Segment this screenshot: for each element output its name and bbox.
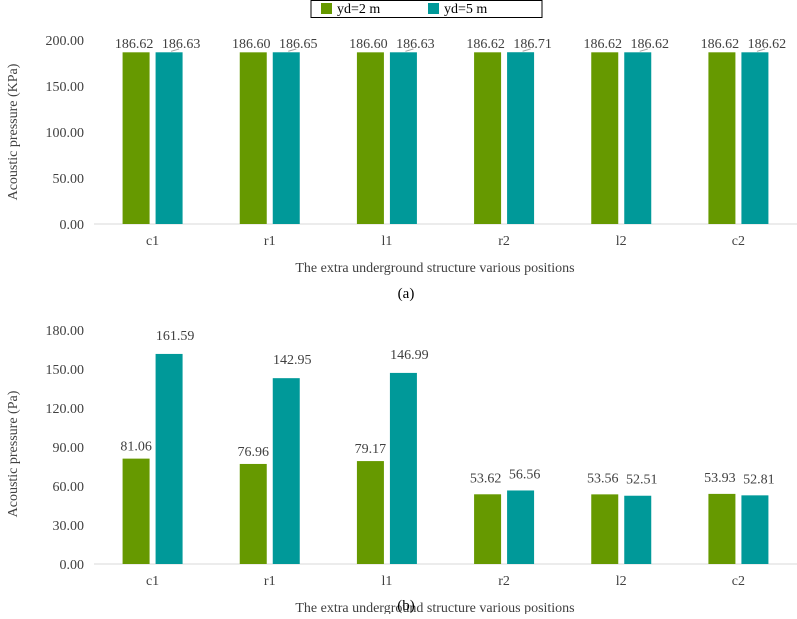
y-tick-label: 0.00 xyxy=(60,218,85,233)
data-label: 56.56 xyxy=(509,467,541,482)
bar-yd2 xyxy=(356,461,384,564)
bar-yd5 xyxy=(507,490,535,564)
bar-yd2 xyxy=(708,493,736,564)
data-label: 186.62 xyxy=(584,37,623,52)
y-tick-label: 90.00 xyxy=(53,441,85,456)
y-axis-title-a: Acoustic pressure (KPa) xyxy=(6,63,21,200)
category-label: c2 xyxy=(732,234,745,249)
bar-yd5 xyxy=(272,378,300,564)
label-leader-line xyxy=(170,48,180,52)
label-leader-line xyxy=(639,48,648,52)
bar-yd5 xyxy=(272,52,300,225)
category-label: r2 xyxy=(498,234,510,249)
category-label: c2 xyxy=(732,574,745,589)
bar-yd2 xyxy=(474,494,502,564)
y-tick-label: 120.00 xyxy=(46,402,85,417)
data-label: 186.63 xyxy=(396,37,435,52)
bar-yd2 xyxy=(708,52,736,224)
data-label: 161.59 xyxy=(156,329,195,344)
bar-yd2 xyxy=(591,494,619,564)
data-label: 186.60 xyxy=(232,37,271,52)
bar-yd5 xyxy=(741,495,769,564)
bar-yd2 xyxy=(122,458,150,564)
bar-yd2 xyxy=(356,52,384,224)
data-label: 142.95 xyxy=(273,353,312,368)
bar-yd5 xyxy=(389,372,417,564)
bar-yd2 xyxy=(239,463,267,564)
data-label: 186.62 xyxy=(631,37,670,52)
y-tick-label: 150.00 xyxy=(46,363,85,378)
bar-yd2 xyxy=(591,52,619,224)
y-axis-title-b: Acoustic pressure (Pa) xyxy=(6,390,21,517)
caption-a: (a) xyxy=(398,286,415,302)
category-label: l2 xyxy=(616,234,627,249)
data-label: 53.56 xyxy=(587,471,619,486)
category-label: l1 xyxy=(381,234,392,249)
panel-a: Acoustic pressure (KPa) The extra underg… xyxy=(6,34,797,302)
data-label: 81.06 xyxy=(120,440,152,455)
bar-yd5 xyxy=(741,52,769,224)
bar-yd5 xyxy=(389,52,417,224)
data-label: 53.93 xyxy=(704,471,736,486)
bar-yd5 xyxy=(155,353,183,564)
data-label: 186.60 xyxy=(349,37,388,52)
legend-label-1: yd=5 m xyxy=(444,2,487,17)
data-label: 186.62 xyxy=(115,37,154,52)
category-label: r2 xyxy=(498,574,510,589)
y-tick-label: 0.00 xyxy=(60,558,85,573)
data-label: 146.99 xyxy=(390,348,429,363)
data-label: 186.62 xyxy=(466,37,505,52)
legend: yd=2 m yd=5 m xyxy=(310,0,543,18)
data-label: 186.65 xyxy=(279,37,318,52)
bar-yd2 xyxy=(474,52,502,224)
category-label: l2 xyxy=(616,574,627,589)
data-label: 53.62 xyxy=(470,471,502,486)
data-label: 76.96 xyxy=(238,445,270,460)
label-leader-line xyxy=(756,48,766,52)
legend-label-0: yd=2 m xyxy=(337,2,380,17)
category-label: r1 xyxy=(264,574,276,589)
data-label: 52.51 xyxy=(626,473,658,488)
y-tick-label: 200.00 xyxy=(46,34,85,49)
y-tick-label: 50.00 xyxy=(53,172,85,187)
bar-yd5 xyxy=(507,52,535,224)
data-label: 52.81 xyxy=(743,472,775,487)
bar-yd5 xyxy=(624,495,652,564)
bar-yd2 xyxy=(239,52,267,224)
label-leader-line xyxy=(522,48,531,52)
data-label: 186.63 xyxy=(162,37,201,52)
data-label: 79.17 xyxy=(355,442,387,457)
label-leader-line xyxy=(288,48,297,52)
y-tick-label: 30.00 xyxy=(53,519,85,534)
data-label: 186.62 xyxy=(748,37,787,52)
category-label: l1 xyxy=(381,574,392,589)
category-label: c1 xyxy=(146,234,159,249)
data-label: 186.71 xyxy=(513,37,552,52)
y-tick-label: 60.00 xyxy=(53,480,85,495)
legend-swatch-1 xyxy=(428,3,439,14)
bar-yd2 xyxy=(122,52,150,224)
y-tick-label: 180.00 xyxy=(46,324,85,339)
bar-yd5 xyxy=(155,52,183,224)
label-leader-line xyxy=(405,48,414,52)
bar-yd5 xyxy=(624,52,652,224)
x-axis-title-a: The extra underground structure various … xyxy=(295,261,574,276)
x-axis-title-b: The extra underground structure various … xyxy=(295,601,574,614)
caption-b: (b) xyxy=(397,598,415,614)
category-label: r1 xyxy=(264,234,276,249)
panel-b: Acoustic pressure (Pa) The extra undergr… xyxy=(6,324,797,616)
y-tick-label: 100.00 xyxy=(46,126,85,141)
data-label: 186.62 xyxy=(701,37,740,52)
y-tick-label: 150.00 xyxy=(46,80,85,95)
legend-box xyxy=(310,0,543,18)
category-label: c1 xyxy=(146,574,159,589)
legend-swatch-0 xyxy=(321,3,332,14)
